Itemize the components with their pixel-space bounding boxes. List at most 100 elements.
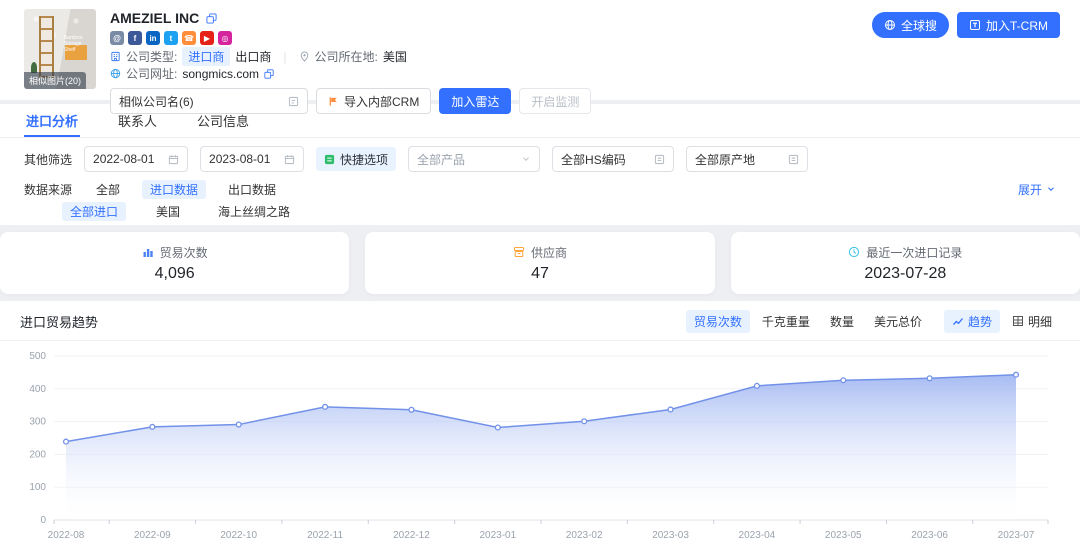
table-icon — [1012, 316, 1023, 326]
instagram-icon[interactable]: ◎ — [218, 31, 232, 45]
website-icon[interactable]: @ — [110, 31, 124, 45]
quick-options-label: 快捷选项 — [340, 152, 389, 167]
tab-bar: 进口分析 联系人 公司信息 — [0, 104, 1080, 138]
metric-trade-count-button[interactable]: 贸易次数 — [685, 309, 750, 333]
import-option-usa[interactable]: 美国 — [156, 204, 181, 219]
clock-icon — [848, 246, 860, 258]
social-links: @ f in t ☎ ▶ ◎ — [110, 31, 1056, 45]
view-trend-button[interactable]: 趋势 — [943, 309, 1000, 333]
website-value[interactable]: songmics.com — [182, 66, 260, 81]
source-option-all[interactable]: 全部 — [96, 182, 121, 197]
website-label: 公司网址: — [126, 67, 178, 81]
svg-text:2022-11: 2022-11 — [307, 530, 343, 541]
view-detail-button[interactable]: 明细 — [1004, 310, 1060, 333]
import-crm-label: 导入内部CRM — [344, 94, 420, 109]
vertical-divider: | — [283, 49, 287, 64]
photo-plant-graphic — [31, 62, 37, 73]
svg-text:2023-06: 2023-06 — [911, 530, 948, 541]
date-to-input[interactable]: 2023-08-01 — [200, 146, 305, 172]
source-option-import[interactable]: 进口数据 — [142, 179, 207, 199]
tab-company-info[interactable]: 公司信息 — [197, 114, 250, 129]
date-from-value: 2022-08-01 — [93, 152, 155, 166]
latest-import-value: 2023-07-28 — [864, 264, 947, 282]
svg-text:2023-02: 2023-02 — [566, 530, 603, 541]
product-select-value: 全部产品 — [417, 152, 466, 167]
svg-text:2023-04: 2023-04 — [739, 530, 776, 541]
svg-text:2023-05: 2023-05 — [825, 530, 862, 541]
start-monitor-label: 开启监测 — [531, 94, 580, 109]
chevron-down-icon — [521, 154, 531, 164]
twitter-icon[interactable]: t — [164, 31, 178, 45]
similar-company-input[interactable]: 相似公司名(6) — [110, 88, 308, 114]
trade-count-card: 贸易次数 4,096 — [0, 232, 350, 294]
origin-value: 全部原产地 — [695, 152, 756, 167]
bar-chart-icon — [142, 246, 154, 258]
source-option-export[interactable]: 出口数据 — [228, 182, 277, 197]
importer-tag[interactable]: 进口商 — [182, 47, 231, 66]
latest-import-label: 最近一次进口记录 — [866, 245, 963, 260]
product-select[interactable]: 全部产品 — [408, 146, 541, 172]
metric-kg-weight-button[interactable]: 千克重量 — [761, 314, 810, 329]
photo-caption: Bamboo Storage Shelf — [64, 35, 83, 53]
hs-code-select[interactable]: 全部HS编码 — [552, 146, 675, 172]
flag-icon — [328, 96, 339, 107]
copy-company-name-icon[interactable] — [206, 12, 217, 24]
svg-text:2023-01: 2023-01 — [479, 530, 516, 541]
svg-text:500: 500 — [29, 351, 46, 362]
origin-select[interactable]: 全部原产地 — [686, 146, 809, 172]
photo-shelf-graphic — [39, 16, 54, 78]
facebook-icon[interactable]: f — [128, 31, 142, 45]
hs-code-value: 全部HS编码 — [561, 152, 626, 167]
import-option-all[interactable]: 全部进口 — [62, 201, 127, 221]
location-value: 美国 — [382, 50, 407, 64]
other-filter-label: 其他筛选 — [24, 152, 73, 167]
expand-label: 展开 — [1017, 182, 1042, 197]
date-from-input[interactable]: 2022-08-01 — [84, 146, 189, 172]
analysis-panel: 进口分析 联系人 公司信息 其他筛选 2022-08-01 2023-08-01 — [0, 104, 1080, 225]
add-tcrm-button[interactable]: 加入T-CRM — [957, 12, 1060, 38]
svg-text:2022-12: 2022-12 — [393, 530, 430, 541]
view-trend-label: 趋势 — [967, 314, 992, 329]
svg-text:2022-09: 2022-09 — [134, 530, 171, 541]
company-name: AMEZIEL INC — [110, 10, 200, 26]
stat-cards: 贸易次数 4,096 供应商 47 最近一次进口记录 2023-07-28 — [0, 232, 1080, 294]
globe-search-icon — [884, 19, 896, 31]
photo-box-graphic — [65, 45, 87, 60]
data-source-label: 数据来源 — [24, 182, 73, 197]
add-radar-button[interactable]: 加入雷达 — [439, 88, 512, 114]
quick-options-button[interactable]: 快捷选项 — [316, 147, 397, 171]
global-search-label: 全球搜 — [900, 18, 937, 33]
company-photo[interactable]: Bamboo Storage Shelf 相似图片(20) — [24, 9, 96, 89]
latest-import-card: 最近一次进口记录 2023-07-28 — [730, 232, 1080, 294]
tab-import-analysis[interactable]: 进口分析 — [24, 104, 81, 137]
import-option-maritime[interactable]: 海上丝绸之路 — [218, 204, 291, 219]
import-crm-button[interactable]: 导入内部CRM — [316, 88, 432, 114]
divider — [0, 340, 1080, 341]
global-search-button[interactable]: 全球搜 — [871, 12, 949, 38]
similar-images-badge[interactable]: 相似图片(20) — [24, 72, 87, 89]
svg-text:0: 0 — [40, 515, 46, 526]
chevron-down-icon — [1048, 187, 1054, 192]
building-icon — [110, 51, 121, 62]
copy-website-icon[interactable] — [264, 68, 274, 79]
start-monitor-button[interactable]: 开启监测 — [519, 88, 592, 114]
exporter-tag[interactable]: 出口商 — [235, 50, 272, 64]
import-trend-card: 进口贸易趋势 贸易次数 千克重量 数量 美元总价 趋势 明细 0 100 200 30… — [0, 301, 1080, 556]
supplier-icon — [513, 246, 525, 258]
filter-area: 其他筛选 2022-08-01 2023-08-01 快捷选项 — [0, 138, 1080, 221]
expand-link[interactable]: 展开 — [1018, 181, 1056, 198]
similar-company-value: 相似公司名(6) — [119, 94, 194, 109]
svg-text:2022-10: 2022-10 — [220, 530, 257, 541]
svg-text:400: 400 — [29, 384, 46, 395]
phone-icon[interactable]: ☎ — [182, 31, 196, 45]
linkedin-icon[interactable]: in — [146, 31, 160, 45]
metric-quantity-button[interactable]: 数量 — [829, 314, 854, 329]
youtube-icon[interactable]: ▶ — [200, 31, 214, 45]
tab-contacts[interactable]: 联系人 — [118, 114, 158, 129]
list-icon — [654, 154, 665, 165]
svg-text:2023-07: 2023-07 — [998, 530, 1035, 541]
metric-usd-total-button[interactable]: 美元总价 — [873, 314, 922, 329]
import-trend-chart[interactable]: 0 100 200 300 400 500 2022-08 2022-09 2022-10 202… — [20, 346, 1060, 546]
location-label: 公司所在地: — [314, 50, 378, 64]
date-to-value: 2023-08-01 — [209, 152, 271, 166]
